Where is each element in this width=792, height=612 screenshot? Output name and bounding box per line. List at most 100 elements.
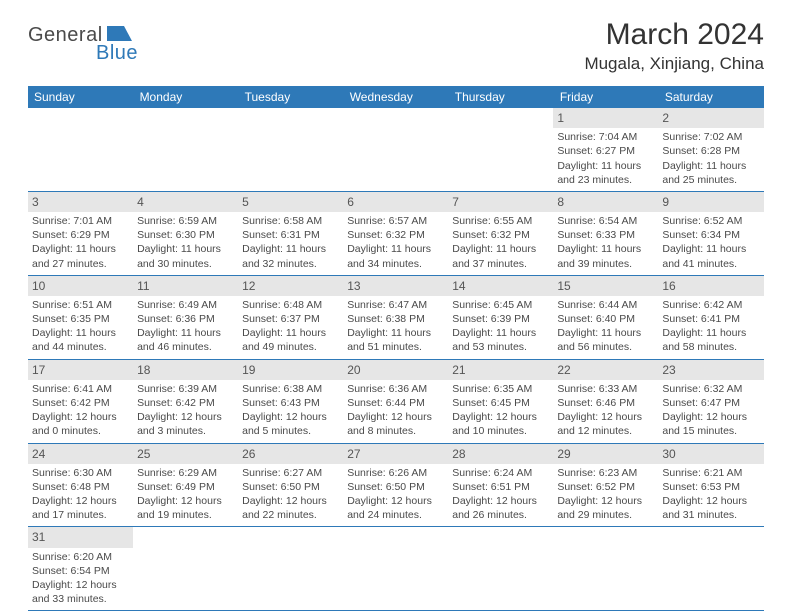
sunrise: Sunrise: 6:27 AM: [242, 466, 339, 480]
calendar-week-row: 3Sunrise: 7:01 AMSunset: 6:29 PMDaylight…: [28, 191, 764, 275]
day-number: 22: [553, 360, 658, 380]
sunrise: Sunrise: 6:58 AM: [242, 214, 339, 228]
daylight-1: Daylight: 11 hours: [347, 326, 444, 340]
day-number: 20: [343, 360, 448, 380]
day-number: 10: [28, 276, 133, 296]
calendar-empty-cell: [343, 108, 448, 191]
sunrise: Sunrise: 6:20 AM: [32, 550, 129, 564]
month-title: March 2024: [584, 18, 764, 52]
calendar-day-cell: 29Sunrise: 6:23 AMSunset: 6:52 PMDayligh…: [553, 443, 658, 527]
sunset: Sunset: 6:50 PM: [347, 480, 444, 494]
calendar-day-cell: 18Sunrise: 6:39 AMSunset: 6:42 PMDayligh…: [133, 359, 238, 443]
daylight-1: Daylight: 12 hours: [347, 494, 444, 508]
calendar-day-cell: 10Sunrise: 6:51 AMSunset: 6:35 PMDayligh…: [28, 275, 133, 359]
calendar-empty-cell: [448, 108, 553, 191]
daylight-2: and 41 minutes.: [662, 257, 759, 271]
daylight-2: and 15 minutes.: [662, 424, 759, 438]
day-number: 5: [238, 192, 343, 212]
sunset: Sunset: 6:49 PM: [137, 480, 234, 494]
sunrise: Sunrise: 6:42 AM: [662, 298, 759, 312]
sunrise: Sunrise: 6:41 AM: [32, 382, 129, 396]
sunset: Sunset: 6:39 PM: [452, 312, 549, 326]
sunrise: Sunrise: 6:29 AM: [137, 466, 234, 480]
day-number: 19: [238, 360, 343, 380]
flag-icon: [106, 24, 138, 44]
daylight-2: and 19 minutes.: [137, 508, 234, 522]
daylight-1: Daylight: 11 hours: [662, 242, 759, 256]
sunrise: Sunrise: 6:57 AM: [347, 214, 444, 228]
day-number: 25: [133, 444, 238, 464]
title-block: March 2024 Mugala, Xinjiang, China: [584, 18, 764, 74]
daylight-2: and 49 minutes.: [242, 340, 339, 354]
day-number: 30: [658, 444, 763, 464]
daylight-1: Daylight: 11 hours: [137, 242, 234, 256]
day-number: 4: [133, 192, 238, 212]
sunrise: Sunrise: 7:01 AM: [32, 214, 129, 228]
daylight-2: and 24 minutes.: [347, 508, 444, 522]
day-number: 11: [133, 276, 238, 296]
calendar-day-cell: 17Sunrise: 6:41 AMSunset: 6:42 PMDayligh…: [28, 359, 133, 443]
location: Mugala, Xinjiang, China: [584, 54, 764, 74]
daylight-2: and 39 minutes.: [557, 257, 654, 271]
daylight-2: and 26 minutes.: [452, 508, 549, 522]
sunrise: Sunrise: 7:02 AM: [662, 130, 759, 144]
calendar-day-cell: 5Sunrise: 6:58 AMSunset: 6:31 PMDaylight…: [238, 191, 343, 275]
weekday-header: Sunday: [28, 86, 133, 108]
daylight-1: Daylight: 11 hours: [32, 326, 129, 340]
sunset: Sunset: 6:52 PM: [557, 480, 654, 494]
calendar-day-cell: 3Sunrise: 7:01 AMSunset: 6:29 PMDaylight…: [28, 191, 133, 275]
day-number: 24: [28, 444, 133, 464]
logo-text-general: General: [28, 24, 103, 47]
sunrise: Sunrise: 6:55 AM: [452, 214, 549, 228]
day-number: 26: [238, 444, 343, 464]
calendar-empty-cell: [133, 108, 238, 191]
daylight-2: and 33 minutes.: [32, 592, 129, 606]
sunrise: Sunrise: 6:38 AM: [242, 382, 339, 396]
calendar-empty-cell: [238, 527, 343, 611]
daylight-1: Daylight: 11 hours: [557, 242, 654, 256]
daylight-1: Daylight: 11 hours: [347, 242, 444, 256]
sunrise: Sunrise: 7:04 AM: [557, 130, 654, 144]
daylight-1: Daylight: 11 hours: [662, 326, 759, 340]
calendar-day-cell: 14Sunrise: 6:45 AMSunset: 6:39 PMDayligh…: [448, 275, 553, 359]
daylight-2: and 12 minutes.: [557, 424, 654, 438]
daylight-2: and 58 minutes.: [662, 340, 759, 354]
daylight-1: Daylight: 12 hours: [662, 410, 759, 424]
sunrise: Sunrise: 6:24 AM: [452, 466, 549, 480]
sunrise: Sunrise: 6:36 AM: [347, 382, 444, 396]
sunrise: Sunrise: 6:49 AM: [137, 298, 234, 312]
day-number: 21: [448, 360, 553, 380]
daylight-1: Daylight: 12 hours: [557, 494, 654, 508]
daylight-1: Daylight: 11 hours: [557, 159, 654, 173]
day-number: 13: [343, 276, 448, 296]
calendar-table: SundayMondayTuesdayWednesdayThursdayFrid…: [28, 86, 764, 611]
weekday-header: Friday: [553, 86, 658, 108]
day-number: 1: [553, 108, 658, 128]
daylight-1: Daylight: 12 hours: [452, 410, 549, 424]
sunset: Sunset: 6:51 PM: [452, 480, 549, 494]
day-number: 16: [658, 276, 763, 296]
sunset: Sunset: 6:35 PM: [32, 312, 129, 326]
daylight-2: and 8 minutes.: [347, 424, 444, 438]
weekday-header: Wednesday: [343, 86, 448, 108]
sunrise: Sunrise: 6:35 AM: [452, 382, 549, 396]
day-number: 18: [133, 360, 238, 380]
daylight-1: Daylight: 12 hours: [32, 578, 129, 592]
day-number: 6: [343, 192, 448, 212]
logo-text-blue: Blue: [96, 42, 138, 65]
calendar-week-row: 1Sunrise: 7:04 AMSunset: 6:27 PMDaylight…: [28, 108, 764, 191]
daylight-2: and 34 minutes.: [347, 257, 444, 271]
sunset: Sunset: 6:45 PM: [452, 396, 549, 410]
calendar-empty-cell: [133, 527, 238, 611]
calendar-week-row: 31Sunrise: 6:20 AMSunset: 6:54 PMDayligh…: [28, 527, 764, 611]
calendar-day-cell: 21 Sunrise: 6:35 AMSunset: 6:45 PMDayligh…: [448, 359, 553, 443]
daylight-2: and 37 minutes.: [452, 257, 549, 271]
daylight-2: and 5 minutes.: [242, 424, 339, 438]
day-number: 2: [658, 108, 763, 128]
calendar-day-cell: 2Sunrise: 7:02 AMSunset: 6:28 PMDaylight…: [658, 108, 763, 191]
sunrise: Sunrise: 6:33 AM: [557, 382, 654, 396]
weekday-header: Tuesday: [238, 86, 343, 108]
sunset: Sunset: 6:42 PM: [137, 396, 234, 410]
day-number: 15: [553, 276, 658, 296]
day-number: 28: [448, 444, 553, 464]
